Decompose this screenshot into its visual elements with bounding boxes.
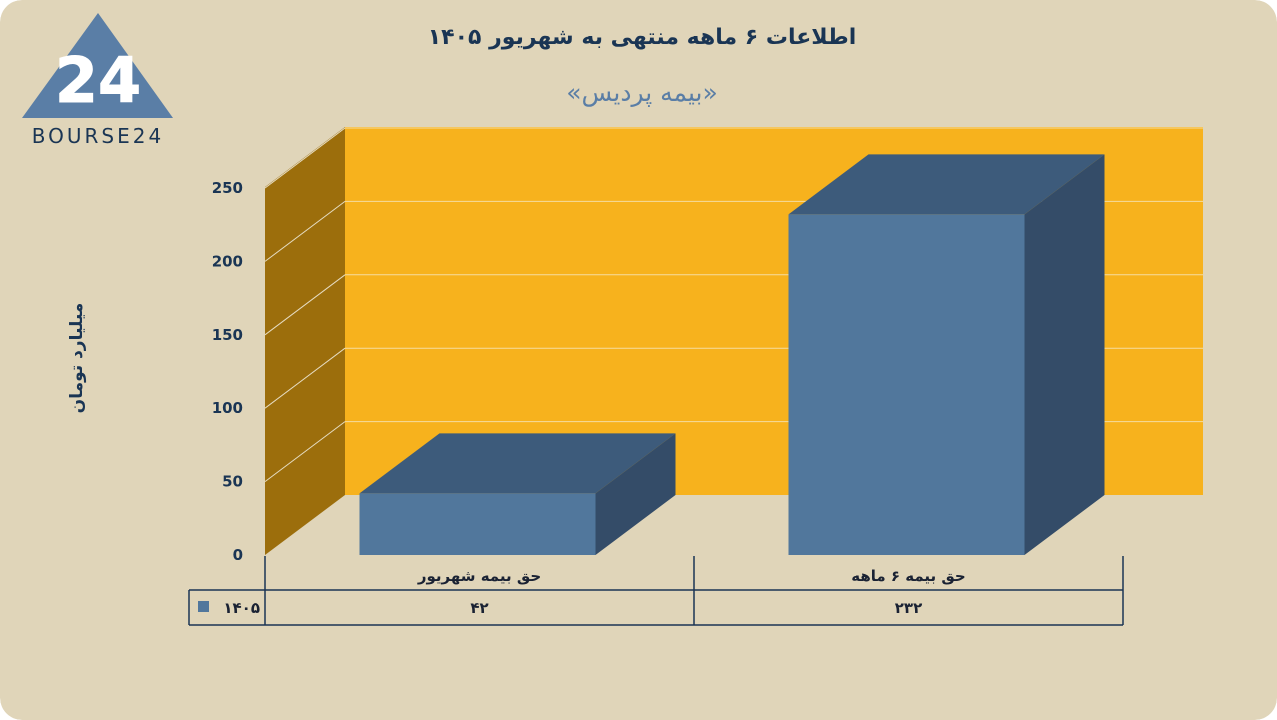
side-gridline [264,347,346,409]
y-tick-label: 100 [212,399,243,417]
category-label: حق بیمه شهریور [417,567,541,585]
logo-text: BOURSE24 [32,124,164,148]
side-gridline [264,274,346,336]
data-value-label: ۲۳۲ [895,599,922,617]
y-tick-label: 0 [233,546,243,564]
bar-top [788,154,1105,215]
bar-top [359,433,676,494]
bar-side [1024,154,1105,555]
data-table: حق بیمه شهریور حق بیمه ۶ ماهه ۴۲ ۲۳۲ ۱۴۰۵ [188,556,1124,626]
legend-series-name: ۱۴۰۵ [223,599,260,617]
y-tick-label: 250 [212,179,243,197]
side-gridline [264,200,346,262]
chart-title: اطلاعات ۶ ماهه منتهی به شهریور ۱۴۰۵ [428,25,857,50]
data-value-label: ۴۲ [470,599,488,617]
logo-triangle-icon [22,13,173,118]
bar [359,493,596,555]
category-label: حق بیمه ۶ ماهه [851,567,965,585]
y-tick-label: 200 [212,252,243,270]
bar-side [595,433,676,555]
side-gridline [264,421,346,483]
chart-bars [359,154,1105,555]
bourse24-logo: 24 BOURSE24 [22,13,173,148]
chart-subtitle: «بیمه پردیس» [566,78,718,107]
y-axis-label: میلیارد تومان [67,303,87,414]
y-axis-ticks: 0 50 100 150 200 250 [212,179,243,564]
bar [788,214,1025,555]
side-gridline [264,127,346,189]
y-tick-label: 150 [212,326,243,344]
legend-swatch [198,601,209,612]
side-wall [265,127,345,555]
y-tick-label: 50 [222,473,243,491]
logo-mark: 24 [55,44,141,117]
